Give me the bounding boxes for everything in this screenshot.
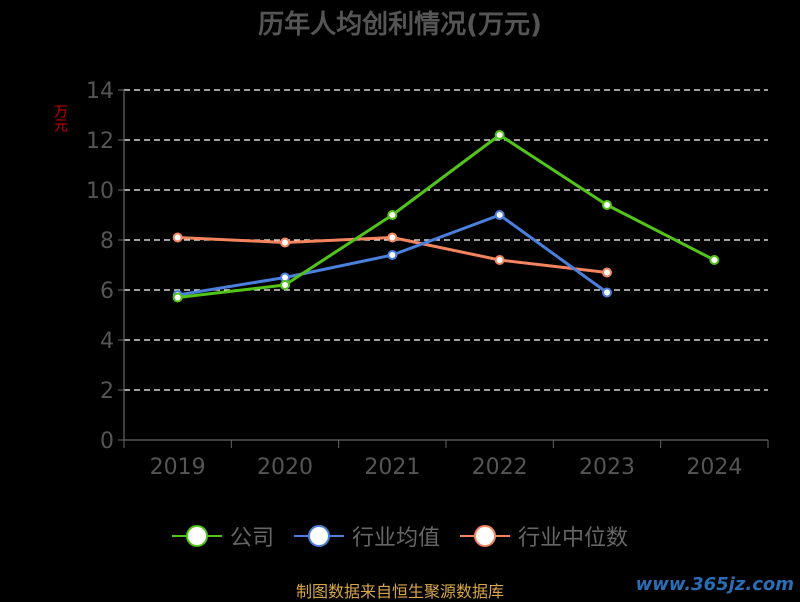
x-tick-label: 2024 <box>686 455 742 480</box>
legend-swatch <box>171 525 222 547</box>
y-tick-label: 14 <box>86 79 114 104</box>
x-tick-label: 2022 <box>472 455 528 480</box>
data-point <box>172 232 183 243</box>
x-tick-label: 2023 <box>579 455 635 480</box>
source-note: 制图数据来自恒生聚源数据库 <box>295 582 504 601</box>
y-tick-label: 8 <box>100 229 114 254</box>
x-tick-label: 2019 <box>150 455 206 480</box>
data-point <box>494 130 505 140</box>
watermark-logo: www.365jz.com <box>635 574 794 595</box>
x-tick-label: 2020 <box>257 455 313 480</box>
data-point <box>494 210 505 220</box>
data-point <box>602 287 612 298</box>
data-point <box>172 292 183 303</box>
x-tick-label: 2021 <box>364 455 420 480</box>
legend-swatch <box>460 525 510 547</box>
data-point <box>280 280 290 290</box>
y-tick-label: 4 <box>100 329 114 354</box>
legend-swatch <box>293 525 344 547</box>
y-tick-label: 10 <box>86 179 114 204</box>
data-point <box>387 250 398 260</box>
y-tick-label: 12 <box>86 129 114 154</box>
legend-item-1[interactable]: 行业均值 <box>293 520 440 552</box>
y-axis-unit: 万元 <box>52 104 68 132</box>
data-point <box>387 210 398 220</box>
y-tick-label: 6 <box>100 279 114 304</box>
series-line-0 <box>177 133 716 299</box>
chart-title: 历年人均创利情况(万元) <box>258 10 542 40</box>
legend-label: 行业均值 <box>351 526 440 551</box>
y-tick-label: 2 <box>100 379 114 404</box>
legend-label: 公司 <box>229 526 274 551</box>
data-point <box>602 267 612 278</box>
data-point <box>709 255 720 265</box>
legend: 公司 行业均值 行业中位数 <box>0 520 800 552</box>
data-point <box>494 255 505 265</box>
y-tick-label: 0 <box>100 429 114 454</box>
legend-label: 行业中位数 <box>518 526 629 551</box>
legend-item-0[interactable]: 公司 <box>171 520 274 552</box>
data-point <box>387 232 398 243</box>
data-point <box>280 237 290 248</box>
data-point <box>602 200 612 210</box>
legend-item-2[interactable]: 行业中位数 <box>460 520 628 552</box>
